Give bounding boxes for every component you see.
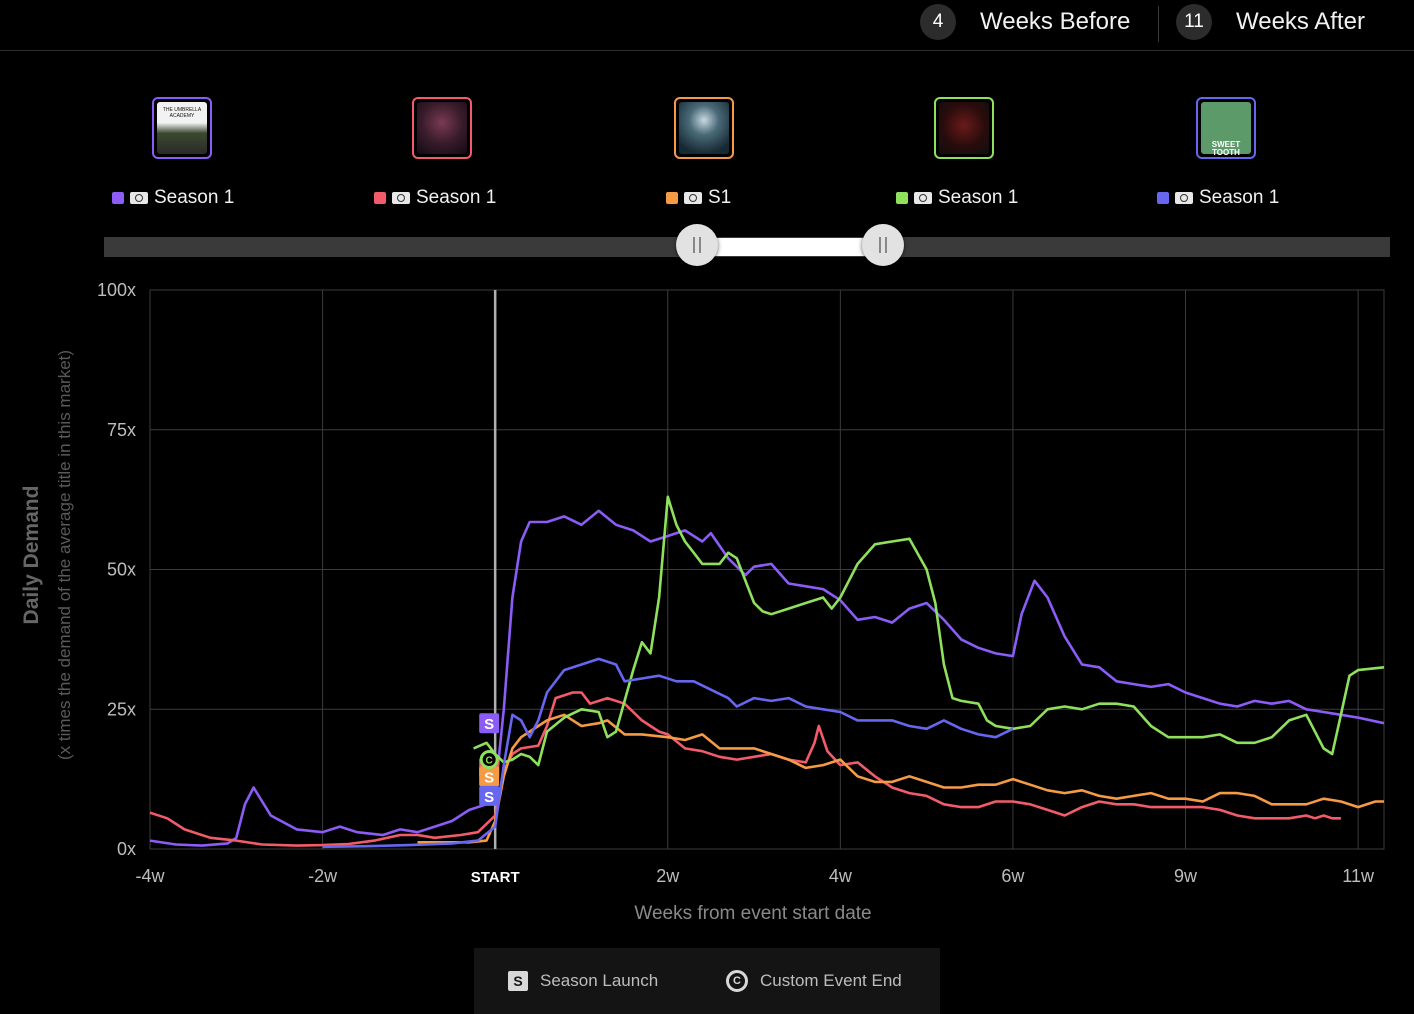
x-tick-label: 4w: [829, 866, 853, 886]
thumb-title-sweet-tooth: SWEET TOOTH: [1211, 140, 1241, 157]
globe-icon: [130, 192, 148, 204]
chart-markers: SSSCS: [479, 713, 500, 806]
globe-icon: [1175, 192, 1193, 204]
divider: [1158, 6, 1159, 42]
x-tick-label: 6w: [1001, 866, 1025, 886]
marker-letter: S: [484, 789, 494, 806]
legend-label: S1: [708, 187, 732, 208]
title-thumbnail-red[interactable]: [412, 97, 472, 159]
y-tick-label: 0x: [117, 839, 136, 859]
title-thumbnail-umbrella[interactable]: THE UMBRELLA ACADEMY: [152, 97, 212, 159]
x-tick-label: 2w: [656, 866, 680, 886]
weeks-before-label: Weeks Before: [980, 8, 1131, 35]
chart-grid: [149, 289, 1385, 850]
series-line: [149, 509, 1385, 847]
x-tick-label: -2w: [308, 866, 338, 886]
x-tick-label: 9w: [1174, 866, 1198, 886]
chart-labels: 0x 25x 50x 75x 100x -4w -2w START 2w 4w 6w 9w 11w Wee…: [20, 280, 1375, 924]
custom-event-end-label: Custom Event End: [760, 971, 902, 990]
legend-label: Season 1: [938, 187, 1019, 208]
globe-icon: [684, 192, 702, 204]
legend-item-orange[interactable]: S1: [666, 187, 731, 209]
x-tick-label: 11w: [1342, 866, 1375, 886]
demand-line-chart: SSSCS 0x 25x 50x 75x 100x -4w -2w START 2w 4w 6w 9w…: [20, 280, 1385, 924]
weeks-after-count[interactable]: 11: [1176, 4, 1212, 40]
series-line: [417, 713, 1384, 844]
globe-icon: [392, 192, 410, 204]
color-swatch: [896, 192, 908, 204]
legend-label: Season 1: [416, 187, 497, 208]
season-launch-marker: [479, 785, 500, 806]
legend-item-green[interactable]: Season 1: [896, 187, 1018, 209]
range-slider-right-handle[interactable]: [862, 224, 904, 266]
color-swatch: [1157, 192, 1169, 204]
y-tick-label: 50x: [107, 560, 136, 580]
series-line: [149, 691, 1341, 847]
y-tick-label: 75x: [107, 420, 136, 440]
season-launch-icon: S: [508, 971, 528, 991]
marker-letter: C: [486, 756, 493, 767]
x-axis-title: Weeks from event start date: [634, 903, 871, 924]
globe-icon: [914, 192, 932, 204]
custom-event-marker: [479, 750, 499, 770]
y-axis-subtitle: (x times the demand of the average title…: [55, 350, 74, 760]
color-swatch: [112, 192, 124, 204]
weeks-before-count[interactable]: 4: [920, 4, 956, 40]
weeks-after-label: Weeks After: [1236, 8, 1365, 35]
marker-letter: S: [484, 716, 494, 733]
legend-label: Season 1: [154, 187, 235, 208]
legend-label: Season 1: [1199, 187, 1280, 208]
season-launch-marker: [479, 713, 500, 734]
season-launch-legend: S Season Launch: [508, 948, 658, 1014]
title-thumbnail-green[interactable]: [934, 97, 994, 159]
custom-event-end-legend: C Custom Event End: [726, 948, 902, 1014]
series-line: [322, 657, 1014, 849]
range-slider-selection: [697, 238, 883, 256]
color-swatch: [666, 192, 678, 204]
season-launch-label: Season Launch: [540, 971, 659, 990]
title-thumbnail-sweet-tooth[interactable]: SWEET TOOTH: [1196, 97, 1256, 159]
series-line: [473, 495, 1385, 767]
season-launch-marker: [479, 766, 500, 787]
legend-item-red[interactable]: Season 1: [374, 187, 496, 209]
top-bar: 4 Weeks Before 11 Weeks After: [0, 0, 1414, 51]
range-slider-left-handle[interactable]: [676, 224, 718, 266]
event-legend: S Season Launch C Custom Event End: [474, 948, 940, 1014]
x-tick-label: START: [471, 869, 520, 886]
y-tick-label: 100x: [97, 280, 136, 300]
y-tick-label: 25x: [107, 699, 136, 719]
title-thumbnail-orange[interactable]: [674, 97, 734, 159]
color-swatch: [374, 192, 386, 204]
chart-series: [149, 495, 1385, 849]
legend-item-blue[interactable]: Season 1: [1157, 187, 1279, 209]
legend-item-purple[interactable]: Season 1: [112, 187, 234, 209]
x-tick-label: -4w: [135, 866, 165, 886]
y-axis-title: Daily Demand: [20, 486, 43, 625]
thumb-title-umbrella: THE UMBRELLA ACADEMY: [162, 107, 202, 119]
custom-event-end-icon: C: [726, 970, 748, 992]
marker-letter: S: [484, 769, 494, 786]
